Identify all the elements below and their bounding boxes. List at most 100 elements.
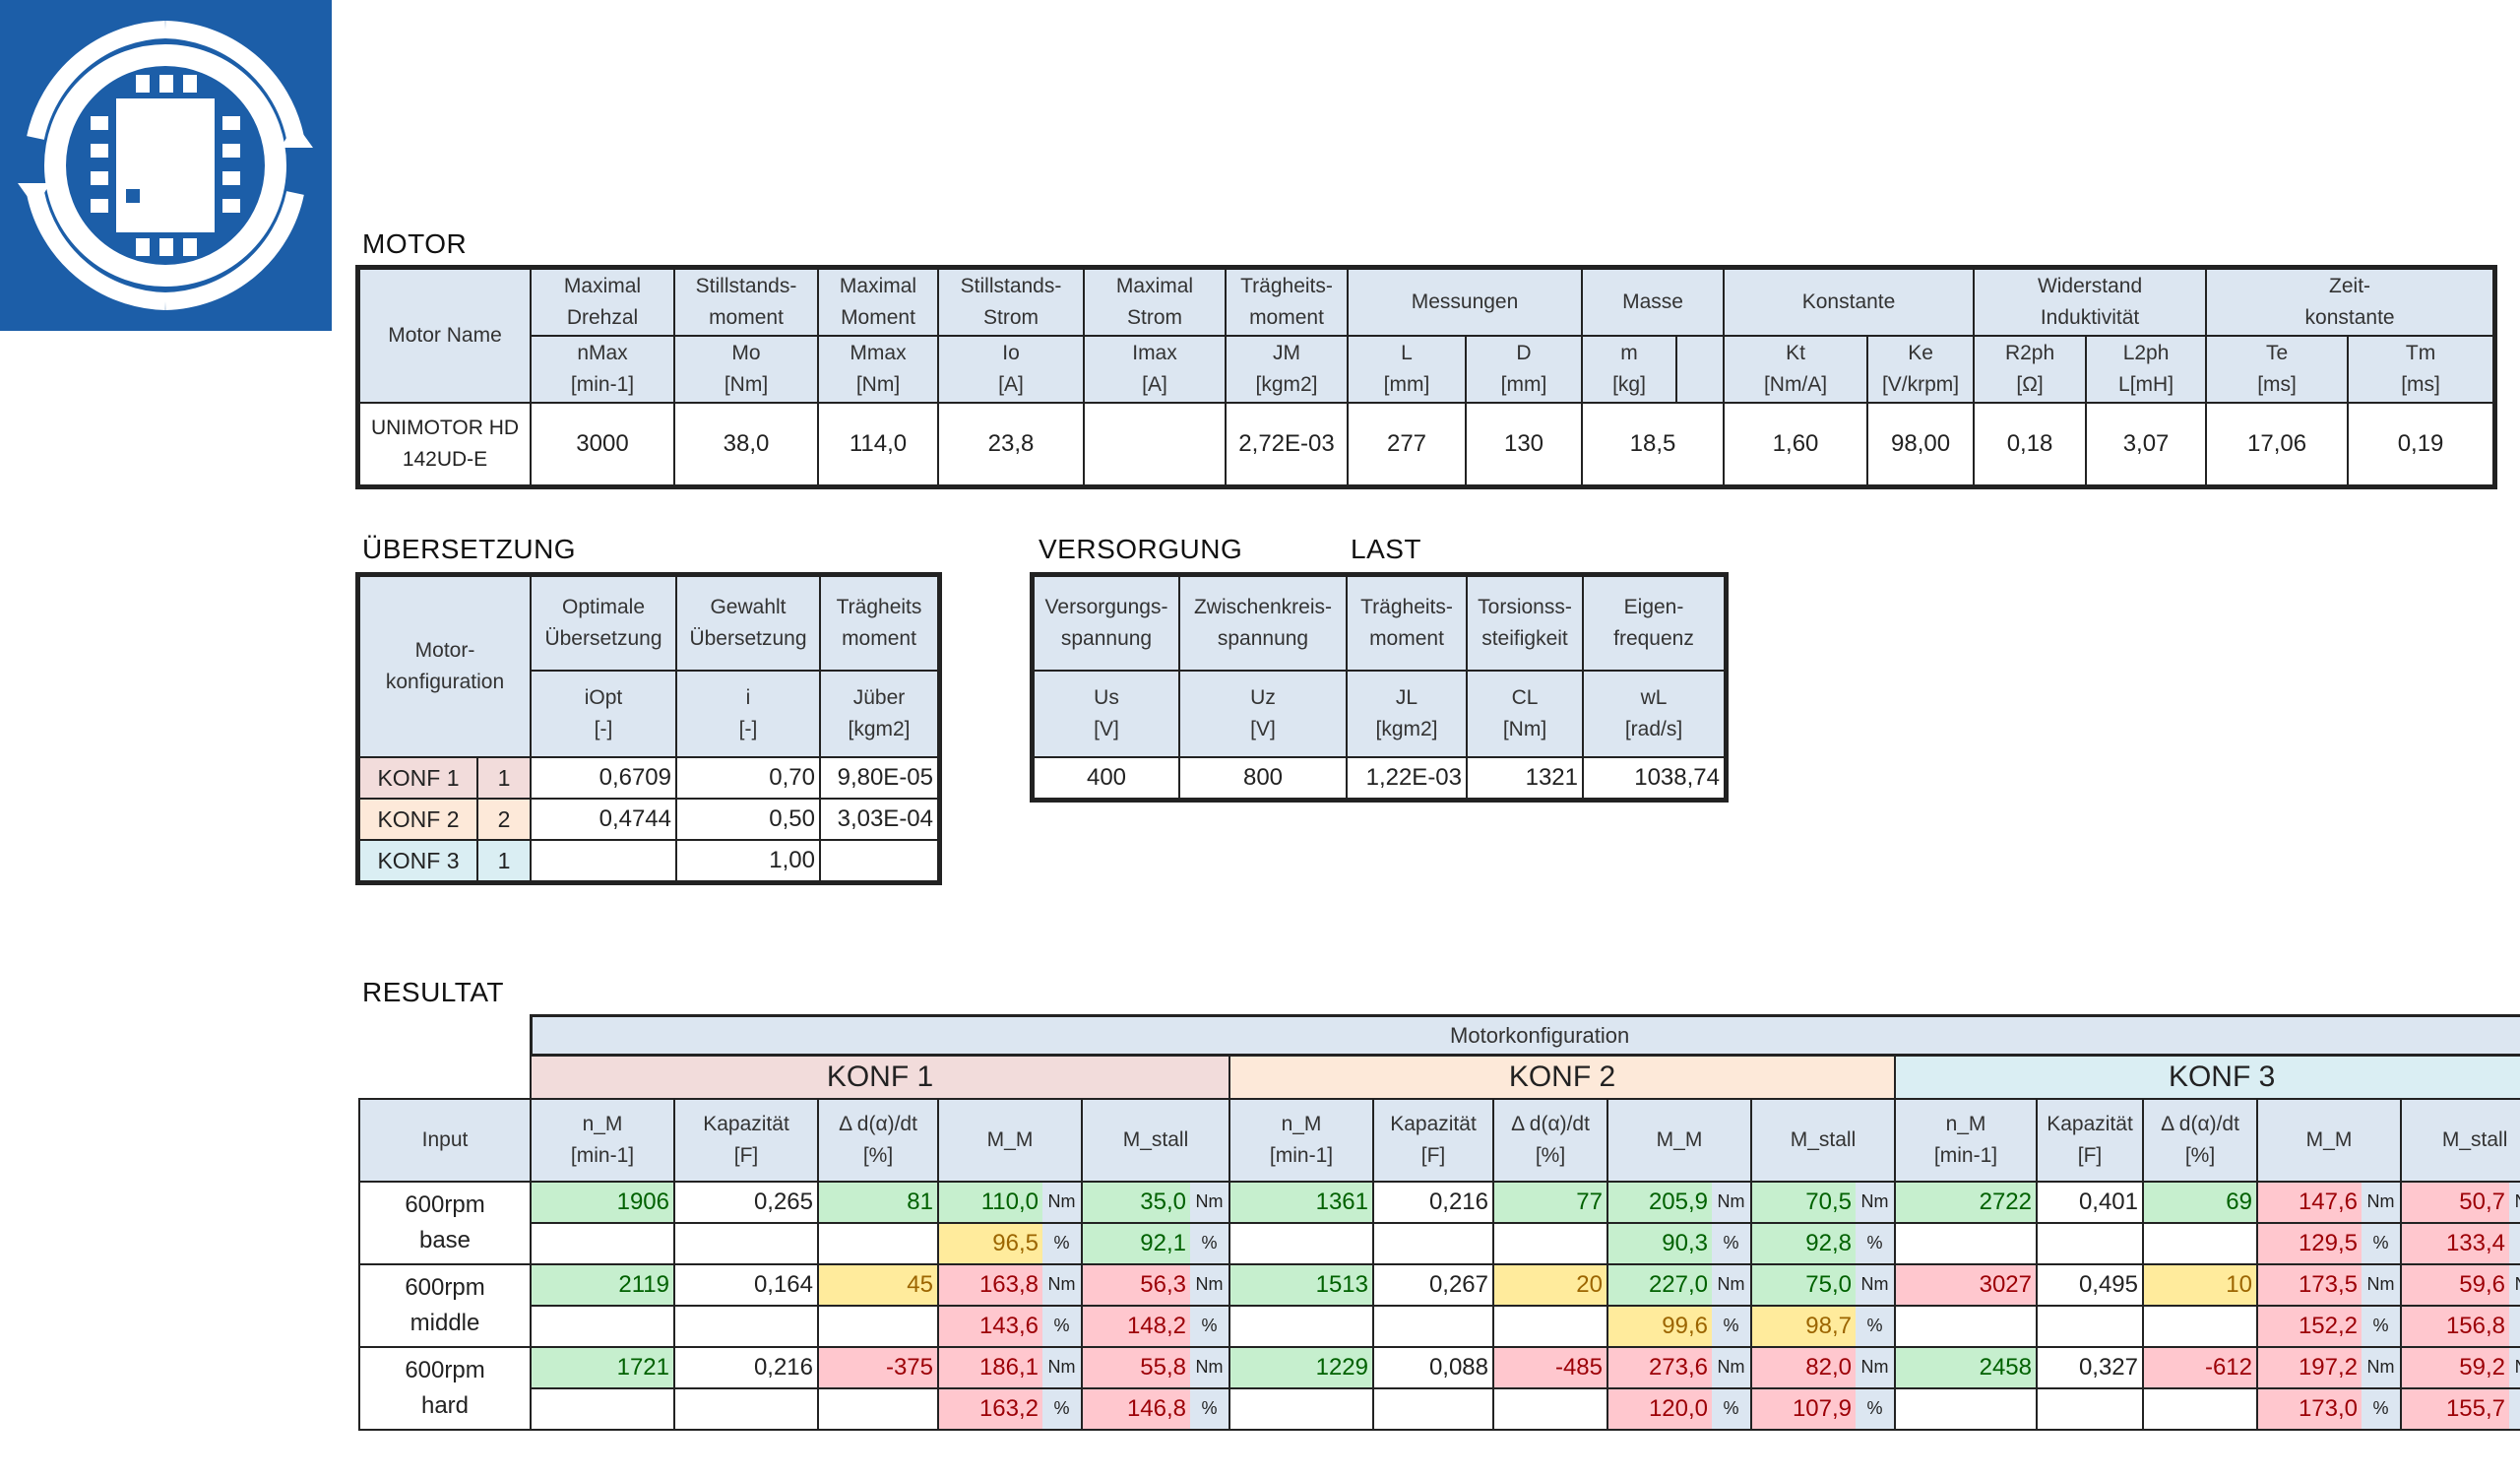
header-widerstand: Widerstand Induktivität (1973, 268, 2208, 337)
value-mmax: 114,0 (817, 402, 939, 486)
header-mm: M_M (937, 1097, 1083, 1183)
versorgung-last-table: Versorgungs-spannung Zwischenkreis-spann… (1033, 575, 1726, 800)
value-kapazitaet: 0,401 (2036, 1180, 2144, 1224)
header-mm: M_M (2256, 1097, 2402, 1183)
value-delta: -612 (2142, 1345, 2258, 1389)
konf3-number[interactable]: 1 (476, 839, 532, 882)
value-mm: 147,6 (2256, 1180, 2362, 1224)
empty-cell (1492, 1221, 1608, 1265)
value-mm: 173,5 (2256, 1262, 2362, 1307)
header-mmax-unit: Mmax [Nm] (817, 335, 939, 404)
konf3-label: KONF 3 (358, 839, 478, 882)
value-mstall: 70,5 (1750, 1180, 1856, 1224)
header-uz-unit: Uz [V] (1178, 670, 1348, 758)
header-nmax-unit: nMax [min-1] (530, 335, 675, 404)
chip-cycle-icon (18, 21, 313, 310)
unit-percent: % (1856, 1304, 1896, 1348)
value-delta: -485 (1492, 1345, 1608, 1389)
value-kapazitaet: 0,265 (673, 1180, 819, 1224)
empty-cell (530, 1386, 675, 1431)
value-mstall-percent: 92,8 (1750, 1221, 1856, 1265)
konf1-label: KONF 1 (358, 756, 478, 800)
header-kt-unit: Kt [Nm/A] (1723, 335, 1869, 404)
konf3-iopt (530, 839, 677, 882)
header-cl-title: Torsionss-steifigkeit (1466, 575, 1584, 672)
value-nm: 1361 (1228, 1180, 1374, 1224)
motorkonfiguration-header: Motor-konfiguration (358, 575, 532, 758)
empty-cell (1228, 1304, 1374, 1348)
header-us-unit: Us [V] (1033, 670, 1180, 758)
empty-cell (1894, 1386, 2038, 1431)
empty-cell (1228, 1221, 1374, 1265)
value-uz[interactable]: 800 (1178, 756, 1348, 800)
unit-percent: % (2362, 1221, 2402, 1265)
unit-nm: Nm (1856, 1180, 1896, 1224)
header-kapazitaet: Kapazität [F] (673, 1097, 819, 1183)
value-kapazitaet: 0,327 (2036, 1345, 2144, 1389)
unit-percent: % (1856, 1221, 1896, 1265)
header-jueber-unit: Jüber [kgm2] (819, 670, 939, 758)
header-i-title: Gewahlt Übersetzung (675, 575, 821, 672)
value-cl[interactable]: 1321 (1466, 756, 1584, 800)
unit-nm: Nm (1190, 1345, 1230, 1389)
app-logo (0, 0, 332, 331)
unit-percent: % (2509, 1386, 2520, 1431)
value-nm: 2119 (530, 1262, 675, 1307)
value-kapazitaet: 0,267 (1372, 1262, 1494, 1307)
unit-nm: Nm (1712, 1180, 1752, 1224)
value-nm: 2722 (1894, 1180, 2038, 1224)
konf2-number[interactable]: 2 (476, 798, 532, 841)
empty-cell (2036, 1221, 2144, 1265)
value-mm-percent: 90,3 (1606, 1221, 1712, 1265)
unit-percent: % (1042, 1386, 1083, 1431)
value-mm: 205,9 (1606, 1180, 1712, 1224)
section-title-motor: MOTOR (362, 228, 468, 259)
value-mstall-percent: 155,7 (2400, 1386, 2509, 1431)
unit-nm: Nm (1042, 1262, 1083, 1307)
value-nm: 1721 (530, 1345, 675, 1389)
value-jl[interactable]: 1,22E-03 (1346, 756, 1468, 800)
header-i-unit: i [-] (675, 670, 821, 758)
table-row: 600rpm hard 1721 0,216 -375 186,1 Nm 55,8 Nm 1229… (358, 1345, 2520, 1431)
konf3-i[interactable]: 1,00 (675, 839, 821, 882)
value-delta: -375 (817, 1345, 939, 1389)
header-m-unit: m [kg] (1581, 335, 1678, 404)
unit-nm: Nm (2509, 1262, 2520, 1307)
konf2-i[interactable]: 0,50 (675, 798, 821, 841)
table-row: 400 800 1,22E-03 1321 1038,74 (1033, 756, 1726, 800)
value-nm: 2458 (1894, 1345, 2038, 1389)
input-header: Input (358, 1097, 532, 1183)
header-mstall: M_stall (2399, 1097, 2520, 1183)
unit-nm: Nm (1190, 1180, 1230, 1224)
value-mm-percent: 152,2 (2256, 1304, 2362, 1348)
value-us[interactable]: 400 (1033, 756, 1180, 800)
empty-cell (817, 1304, 939, 1348)
header-jl-title: Trägheits-moment (1346, 575, 1468, 672)
header-jm-unit: JM [kgm2] (1225, 335, 1349, 404)
unit-nm: Nm (2362, 1345, 2402, 1389)
value-mstall: 55,8 (1081, 1345, 1190, 1389)
konf1-i[interactable]: 0,70 (675, 756, 821, 800)
unit-percent: % (1042, 1221, 1083, 1265)
header-l2ph-unit: L2ph L[mH] (2085, 335, 2208, 404)
value-delta: 69 (2142, 1180, 2258, 1224)
konf2-iopt: 0,4744 (530, 798, 677, 841)
unit-percent: % (1190, 1221, 1230, 1265)
header-mm: M_M (1606, 1097, 1752, 1183)
header-mmax-title: Maximal Moment (817, 268, 939, 337)
empty-cell (1372, 1386, 1494, 1431)
value-mm-percent: 96,5 (937, 1221, 1042, 1265)
value-D: 130 (1464, 402, 1584, 486)
input-cell: 600rpm hard (358, 1345, 532, 1431)
empty-cell (1228, 1386, 1374, 1431)
konf1-iopt: 0,6709 (530, 756, 677, 800)
header-iopt-unit: iOpt [-] (530, 670, 677, 758)
empty-cell (1894, 1304, 2038, 1348)
empty-cell (2036, 1304, 2144, 1348)
section-title-last: LAST (1351, 534, 1422, 564)
unit-nm: Nm (1042, 1345, 1083, 1389)
konf1-number[interactable]: 1 (476, 756, 532, 800)
value-mstall: 75,0 (1750, 1262, 1856, 1307)
value-mstall: 59,2 (2400, 1345, 2509, 1389)
header-nmax-title: Maximal Drehzal (530, 268, 675, 337)
